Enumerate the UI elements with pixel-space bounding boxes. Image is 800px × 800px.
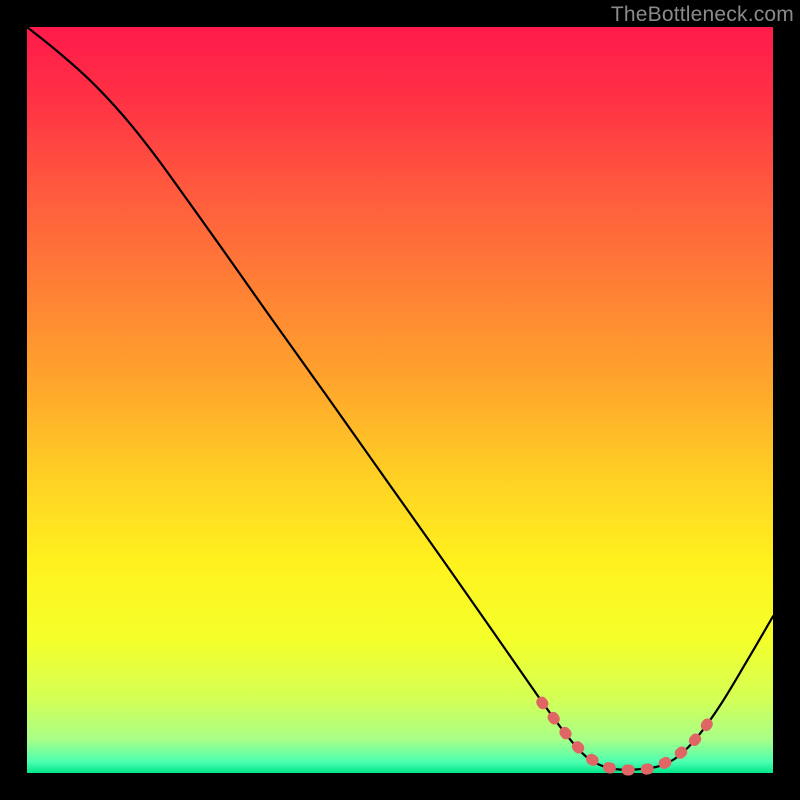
chart-stage: TheBottleneck.com <box>0 0 800 800</box>
chart-svg <box>0 0 800 800</box>
watermark-text: TheBottleneck.com <box>611 3 794 27</box>
plot-background <box>27 27 773 773</box>
